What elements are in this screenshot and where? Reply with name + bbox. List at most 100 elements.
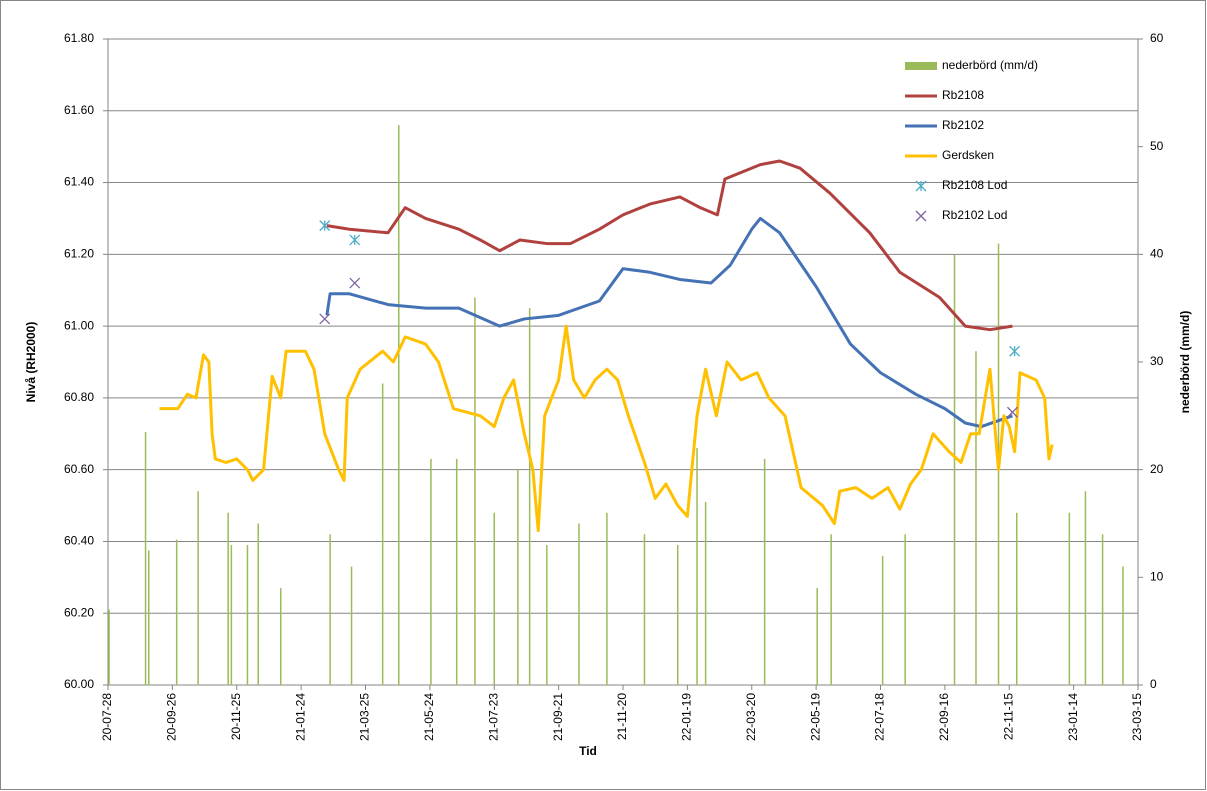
- precip-bar: [398, 125, 400, 686]
- precip-bar: [643, 534, 646, 685]
- legend-label: Rb2102 Lod: [942, 208, 1007, 222]
- precip-bar: [148, 550, 150, 685]
- x-tick-label: 21-03-25: [358, 693, 372, 741]
- precip-bar: [1122, 566, 1124, 685]
- x-tick-label: 22-05-19: [808, 693, 822, 741]
- x-tick-label: 20-07-28: [100, 693, 114, 741]
- y-tick-label: 60.40: [64, 534, 94, 548]
- precip-bar: [953, 254, 956, 686]
- precip-bar: [528, 308, 531, 685]
- precip-bar: [197, 491, 199, 685]
- series-line: [325, 216, 1013, 429]
- precip-bar: [493, 512, 495, 685]
- series-line: [326, 159, 1013, 332]
- legend-label: nederbörd (mm/d): [942, 58, 1038, 72]
- y-tick-label: 60.80: [64, 390, 94, 404]
- y2-tick-label: 40: [1150, 247, 1164, 261]
- x-tick-label: 20-11-25: [229, 693, 243, 740]
- y2-tick-label: 10: [1150, 570, 1164, 584]
- legend-swatch: [905, 62, 937, 70]
- precip-bar: [1016, 512, 1018, 685]
- marker: [915, 210, 927, 222]
- precip-bar: [676, 545, 679, 685]
- series-line: [159, 324, 1054, 533]
- y-tick-label: 61.40: [64, 175, 94, 189]
- legend-label: Rb2102: [942, 118, 984, 132]
- precip-bar: [704, 501, 707, 685]
- precip-bar: [144, 431, 147, 685]
- y-tick-label: 60.60: [64, 462, 94, 476]
- precip-bar: [381, 383, 384, 685]
- precip-bar: [329, 534, 331, 685]
- y2-axis-title: nederbörd (mm/d): [1178, 311, 1192, 414]
- legend-label: Rb2108: [942, 88, 984, 102]
- precip-bar: [474, 297, 476, 685]
- marker: [319, 220, 331, 232]
- marker: [915, 180, 927, 192]
- precip-bar: [257, 523, 259, 685]
- x-tick-label: 21-11-20: [615, 693, 629, 740]
- x-tick-label: 21-09-21: [551, 693, 565, 741]
- x-tick-label: 22-01-19: [680, 693, 694, 741]
- precip-bar: [763, 458, 766, 685]
- x-tick-label: 22-03-20: [744, 693, 758, 741]
- x-tick-label: 23-03-15: [1130, 693, 1144, 741]
- x-tick-label: 21-01-24: [293, 693, 307, 741]
- precip-bar: [606, 512, 608, 685]
- y-tick-label: 60.20: [64, 605, 94, 619]
- precip-bar: [279, 588, 282, 685]
- precip-bar: [517, 469, 519, 685]
- x-tick-label: 22-09-16: [937, 693, 951, 741]
- legend-label: Gerdsken: [942, 148, 994, 162]
- precip-bar: [830, 534, 832, 685]
- precip-bar: [975, 351, 977, 685]
- x-tick-label: 22-07-18: [873, 693, 887, 741]
- y-tick-label: 61.60: [64, 103, 94, 117]
- precip-bar: [227, 512, 229, 685]
- y-tick-label: 60.00: [64, 677, 94, 691]
- marker-stroke: [915, 210, 927, 222]
- precip-bar: [175, 539, 178, 685]
- precip-bar: [546, 545, 548, 685]
- precip-bar: [455, 458, 458, 685]
- precip-bar: [1084, 491, 1087, 685]
- marker: [349, 234, 361, 246]
- y-tick-label: 61.20: [64, 247, 94, 261]
- marker-stroke: [349, 277, 361, 289]
- precip-bar: [350, 566, 353, 685]
- y-tick-label: 61.80: [64, 31, 94, 45]
- precip-bar: [816, 588, 818, 685]
- legend-label: Rb2108 Lod: [942, 178, 1007, 192]
- y2-tick-label: 50: [1150, 139, 1164, 153]
- marker: [1009, 345, 1021, 357]
- marker: [1007, 406, 1018, 418]
- precip-bar: [1068, 512, 1071, 685]
- precip-bar: [696, 448, 698, 685]
- marker: [319, 313, 331, 325]
- x-tick-label: 21-07-23: [486, 693, 500, 741]
- x-axis-title: Tid: [579, 744, 597, 758]
- y2-tick-label: 20: [1150, 462, 1164, 476]
- precip-bar: [1101, 534, 1104, 685]
- precip-bar: [108, 609, 110, 685]
- precip-bar: [578, 523, 580, 685]
- y-tick-label: 61.00: [64, 318, 94, 332]
- precip-bar: [246, 545, 249, 685]
- precip-bar: [904, 534, 906, 685]
- x-tick-label: 20-09-26: [165, 693, 179, 741]
- precip-bar: [881, 555, 884, 685]
- x-tick-label: 23-01-14: [1066, 693, 1080, 741]
- y2-tick-label: 0: [1150, 677, 1157, 691]
- y-axis-title: Nivå (RH2000): [24, 322, 38, 403]
- y2-tick-label: 60: [1150, 31, 1164, 45]
- x-tick-label: 21-05-24: [422, 693, 436, 741]
- x-tick-label: 22-11-15: [1001, 693, 1015, 740]
- y2-tick-label: 30: [1150, 354, 1164, 368]
- precip-bar: [430, 458, 432, 685]
- marker-stroke: [319, 313, 331, 325]
- precip-bar: [230, 545, 233, 685]
- marker-stroke: [1007, 406, 1018, 418]
- marker: [349, 277, 361, 289]
